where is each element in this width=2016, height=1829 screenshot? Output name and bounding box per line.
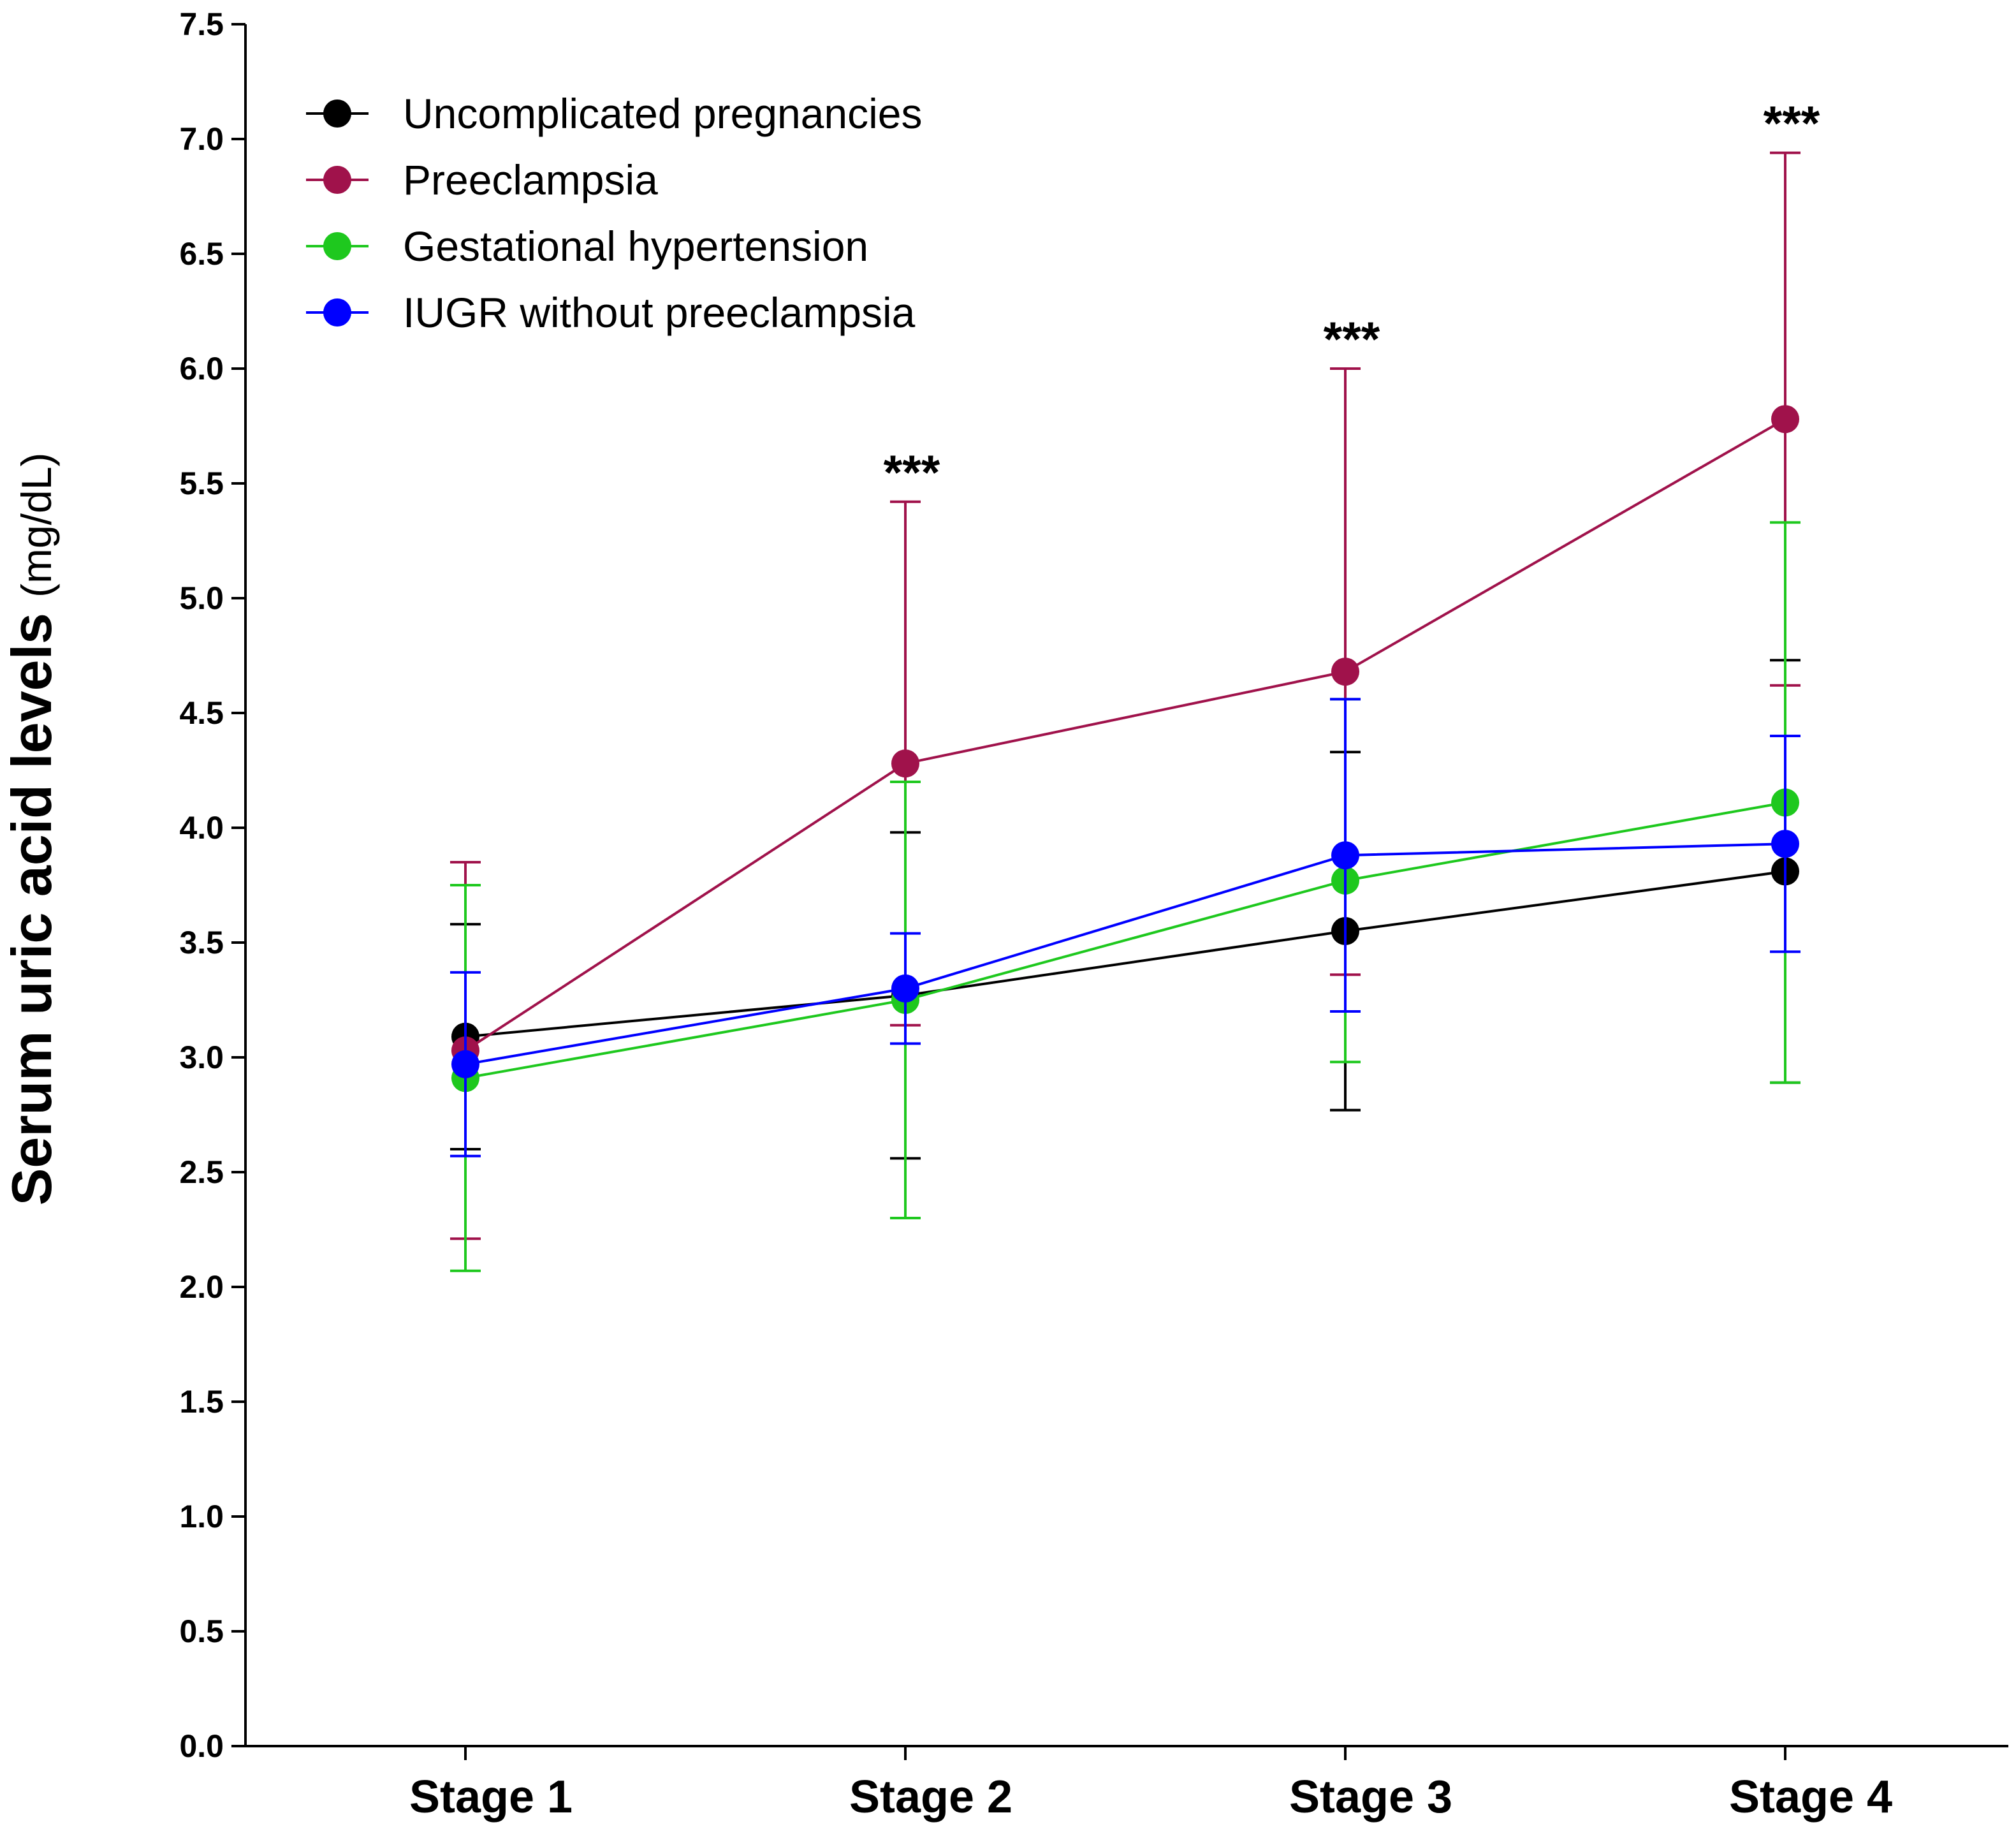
y-tick-label: 1.5 — [179, 1384, 224, 1420]
legend-label: Gestational hypertension — [403, 223, 868, 270]
series-iugr-without-preeclampsia — [450, 698, 1801, 1157]
series-layer — [450, 151, 1801, 1272]
significance-marker: *** — [884, 446, 940, 500]
legend-item: Preeclampsia — [306, 156, 658, 203]
legend-marker — [323, 166, 351, 194]
legend-label: Preeclampsia — [403, 156, 658, 203]
data-point — [891, 974, 919, 1003]
y-tick-label: 3.0 — [179, 1039, 224, 1075]
series-line — [465, 801, 1786, 1080]
data-point — [451, 1050, 479, 1078]
y-tick-label: 5.0 — [179, 580, 224, 616]
y-axis-ticks: 0.0 0.5 1.0 1.5 2.0 2.5 3.0 3.5 4.0 4.5 5.0 5.5 6.0 6… — [179, 6, 245, 1764]
legend-marker — [323, 298, 351, 327]
x-tick-label: Stage 3 — [1289, 1772, 1452, 1823]
legend-marker — [323, 99, 351, 128]
y-tick-label: 6.5 — [179, 236, 224, 272]
axes — [244, 24, 2008, 1747]
series-line — [465, 842, 1786, 1066]
data-point — [1771, 830, 1799, 858]
legend-label: Uncomplicated pregnancies — [403, 90, 922, 137]
y-tick-label: 5.5 — [179, 466, 224, 501]
annotations: *** *** *** — [884, 97, 1820, 500]
legend-item: IUGR without preeclampsia — [306, 289, 916, 336]
y-tick-label: 2.5 — [179, 1154, 224, 1190]
data-point — [1331, 657, 1359, 686]
legend-label: IUGR without preeclampsia — [403, 289, 916, 336]
x-tick-label: Stage 2 — [849, 1772, 1012, 1823]
y-axis-label-unit: (mg/dL) — [13, 453, 60, 598]
y-tick-label: 3.5 — [179, 925, 224, 960]
y-tick-label: 4.0 — [179, 810, 224, 846]
y-tick-label: 1.0 — [179, 1499, 224, 1534]
y-tick-label: 7.5 — [179, 6, 224, 42]
significance-marker: *** — [1764, 97, 1820, 151]
series-uncomplicated-pregnancies — [450, 659, 1801, 1160]
data-point — [1771, 405, 1799, 434]
y-tick-label: 6.0 — [179, 351, 224, 386]
y-tick-label: 0.5 — [179, 1613, 224, 1649]
y-axis-label-main: Serum uric acid levels — [0, 613, 63, 1205]
y-tick-label: 4.5 — [179, 695, 224, 731]
y-tick-label: 7.0 — [179, 121, 224, 157]
x-axis-ticks: Stage 1 Stage 2 Stage 3 Stage 4 — [409, 1746, 1892, 1823]
series-line — [465, 870, 1786, 1038]
series-line — [464, 418, 1786, 1052]
legend: Uncomplicated pregnancies Preeclampsia Ges… — [306, 90, 922, 336]
y-tick-label: 2.0 — [179, 1269, 224, 1305]
legend-marker — [323, 232, 351, 260]
data-point — [1331, 841, 1359, 870]
significance-marker: *** — [1324, 312, 1380, 367]
legend-item: Uncomplicated pregnancies — [306, 90, 922, 137]
x-tick-label: Stage 1 — [409, 1772, 573, 1823]
x-tick-label: Stage 4 — [1729, 1772, 1892, 1823]
legend-item: Gestational hypertension — [306, 223, 868, 270]
data-point — [891, 749, 919, 778]
y-tick-label: 0.0 — [179, 1728, 224, 1764]
y-axis-label: Serum uric acid levels (mg/dL) — [0, 453, 63, 1206]
